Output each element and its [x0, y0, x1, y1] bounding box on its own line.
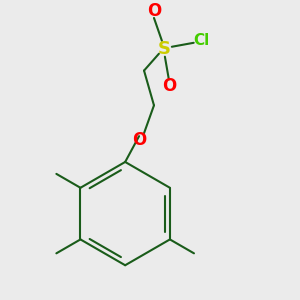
Text: O: O	[132, 131, 146, 149]
Text: Cl: Cl	[194, 33, 210, 48]
Text: O: O	[162, 77, 176, 95]
Text: S: S	[158, 40, 170, 58]
Text: O: O	[147, 2, 161, 20]
